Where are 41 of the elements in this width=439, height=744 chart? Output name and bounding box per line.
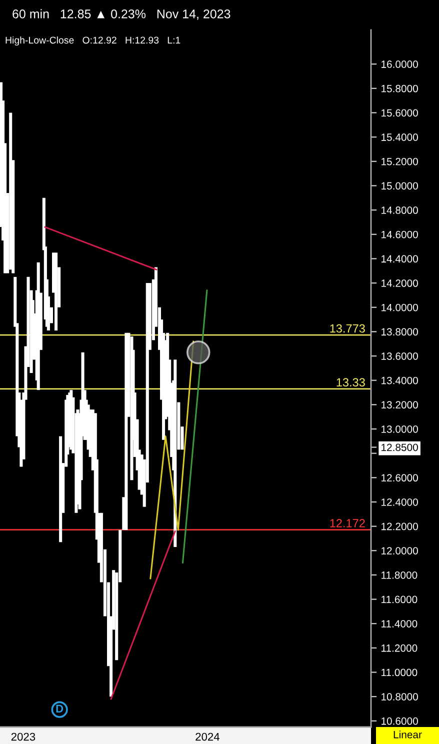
y-tick-label: 12.2000 (382, 522, 418, 530)
bar (36, 262, 40, 390)
y-tick-label: 15.8000 (382, 84, 418, 92)
y-tick-label: 15.0000 (382, 182, 418, 190)
y-tick-label: 11.2000 (382, 644, 418, 652)
text: Linear (394, 730, 422, 738)
annotation: D (56, 704, 64, 712)
bar (59, 436, 62, 542)
y-tick-label: 16.0000 (382, 60, 418, 68)
y-tick-label: 12.4000 (382, 498, 418, 506)
y-tick-label: 10.8000 (382, 693, 418, 700)
y-tick-label: 15.6000 (382, 109, 418, 117)
y-tick-label: 12.6000 (382, 474, 418, 482)
y-tick-label: 11.8000 (382, 571, 418, 579)
y-tick-label: 10.6000 (382, 717, 418, 725)
ref-line-label: 13.33 (336, 378, 365, 387)
text: High-Low-Close O:12.92 H:12.93 L:1 (6, 36, 180, 46)
y-tick-label: 15.4000 (382, 134, 418, 141)
x-tick-label: 2024 (196, 732, 220, 741)
y-tick-label: 14.8000 (382, 206, 418, 214)
y-tick-label: 11.0000 (382, 668, 418, 676)
ref-line-label: 13.773 (330, 324, 365, 333)
ref-line-label: 12.172 (330, 519, 365, 528)
y-tick-label: 13.6000 (382, 352, 418, 360)
y-tick-label: 13.2000 (382, 401, 418, 409)
chart-title: 60 min 12.85 ▲ 0.23% Nov 14, 2023 (12, 9, 230, 20)
y-tick-label: 11.4000 (382, 620, 418, 628)
y-tick-label: 14.4000 (382, 255, 418, 263)
bar (174, 360, 177, 547)
y-tick-label: 12.0000 (382, 547, 418, 554)
y-tick-label: 14.0000 (382, 304, 418, 312)
y-tick-label: 14.2000 (382, 280, 418, 287)
y-tick-label: 13.8000 (382, 328, 418, 336)
y-tick-label: 13.4000 (382, 376, 418, 384)
y-tick-label: 12.8500 (382, 444, 418, 452)
y-tick-label: 13.0000 (382, 425, 418, 433)
x-tick-label: 2023 (11, 732, 36, 741)
y-tick-label: 14.6000 (382, 230, 418, 238)
y-tick-label: 11.6000 (382, 596, 418, 604)
y-tick-label: 15.2000 (382, 158, 418, 166)
bar (124, 332, 128, 530)
